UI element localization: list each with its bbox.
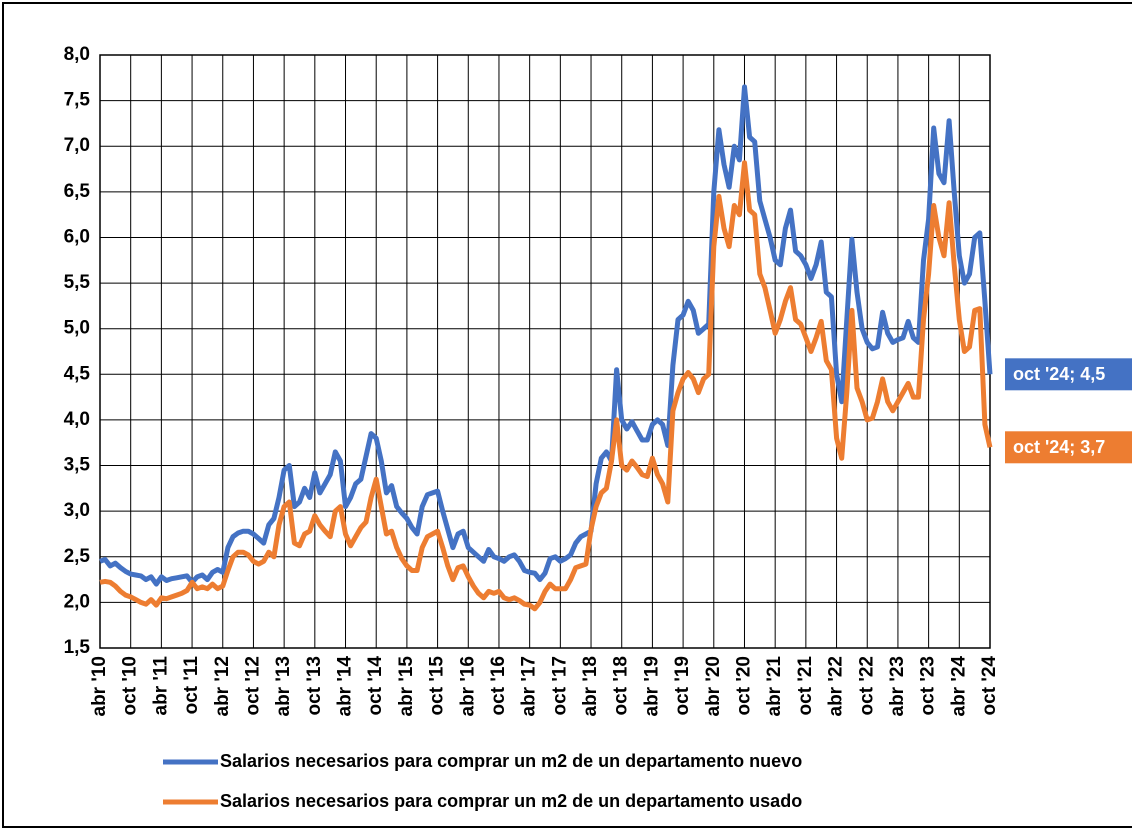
x-tick-label: abr '19 xyxy=(641,656,662,717)
x-tick-label: abr '12 xyxy=(212,656,233,717)
x-tick-label: oct '14 xyxy=(365,656,386,716)
y-tick-label: 6,0 xyxy=(64,226,90,247)
y-tick-label: 6,5 xyxy=(64,181,91,202)
x-tick-label: abr '20 xyxy=(703,656,724,717)
legend-label: Salarios necesarios para comprar un m2 d… xyxy=(220,751,802,771)
x-tick-label: abr '24 xyxy=(948,656,969,717)
x-tick-label: oct '12 xyxy=(242,656,263,715)
x-tick-label: abr '11 xyxy=(150,656,171,716)
x-tick-label: oct '15 xyxy=(427,656,448,716)
value-label-box xyxy=(1005,358,1132,391)
y-tick-label: 4,0 xyxy=(64,409,90,430)
x-tick-label: oct '13 xyxy=(304,656,325,715)
x-tick-label: abr '23 xyxy=(887,656,908,717)
x-tick-label: abr '13 xyxy=(273,656,294,717)
x-tick-label: abr '14 xyxy=(335,656,356,717)
y-tick-label: 5,0 xyxy=(64,318,90,339)
x-tick-label: abr '10 xyxy=(89,656,110,717)
x-tick-label: oct '10 xyxy=(120,656,141,715)
x-tick-label: abr '15 xyxy=(396,656,417,717)
x-tick-label: oct '17 xyxy=(549,656,570,715)
x-tick-label: abr '17 xyxy=(519,656,540,717)
y-tick-label: 8,0 xyxy=(64,44,90,65)
x-tick-label: oct '22 xyxy=(856,656,877,715)
y-tick-label: 5,5 xyxy=(64,272,91,293)
y-tick-label: 3,5 xyxy=(64,455,91,476)
x-tick-label: oct '19 xyxy=(672,656,693,715)
y-tick-label: 4,5 xyxy=(64,363,91,384)
x-tick-label: oct '16 xyxy=(488,656,509,715)
x-tick-label: abr '16 xyxy=(457,656,478,717)
data-line xyxy=(99,84,993,587)
y-tick-label: 3,0 xyxy=(64,500,90,521)
value-label-box xyxy=(1005,431,1132,464)
x-tick-label: oct '18 xyxy=(611,656,632,715)
data-line xyxy=(99,160,993,612)
x-tick-label: oct '21 xyxy=(795,656,816,716)
x-tick-label: abr '21 xyxy=(764,656,785,717)
y-tick-label: 2,5 xyxy=(64,546,91,567)
value-label: oct '24; 3,7 xyxy=(1013,437,1105,457)
y-tick-label: 1,5 xyxy=(64,637,91,658)
x-tick-label: oct '20 xyxy=(733,656,754,715)
x-tick-label: oct '11 xyxy=(181,656,202,715)
x-tick-label: oct '24 xyxy=(979,656,1000,716)
x-tick-label: oct '23 xyxy=(918,656,939,715)
y-tick-label: 7,0 xyxy=(64,135,90,156)
y-tick-label: 7,5 xyxy=(64,90,91,111)
x-tick-label: abr '22 xyxy=(826,656,847,717)
value-label: oct '24; 4,5 xyxy=(1013,364,1105,384)
x-tick-label: abr '18 xyxy=(580,656,601,717)
y-tick-label: 2,0 xyxy=(64,591,90,612)
legend-label: Salarios necesarios para comprar un m2 d… xyxy=(220,791,802,811)
